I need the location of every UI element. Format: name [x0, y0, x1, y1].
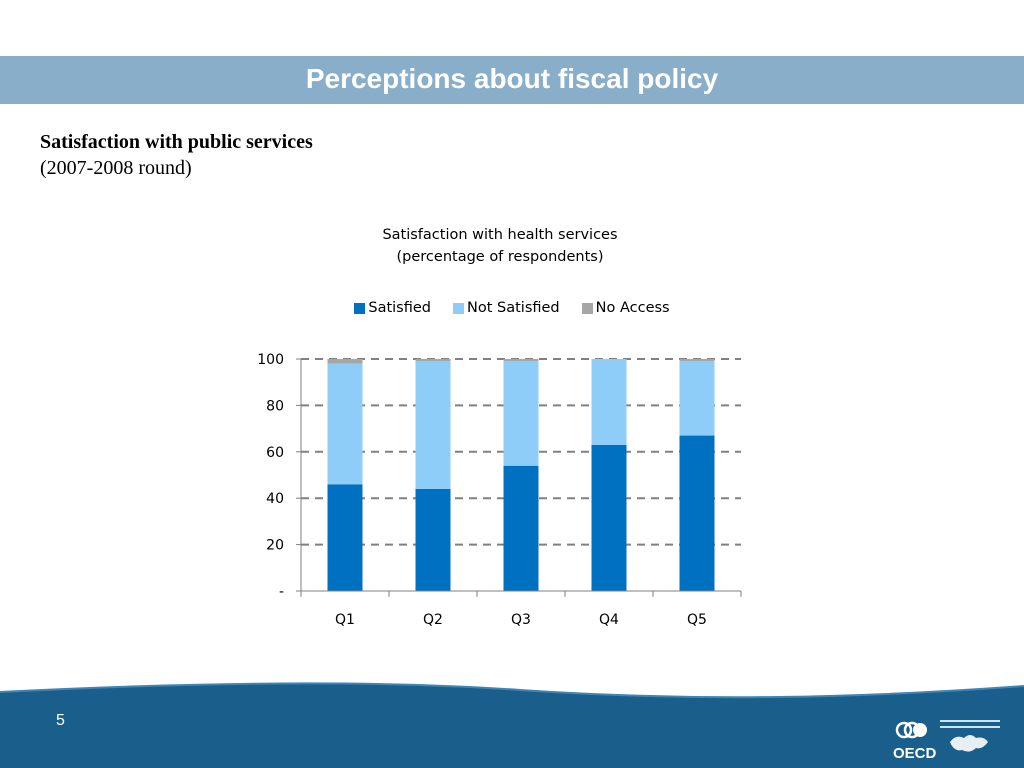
subtitle-round: (2007-2008 round)	[40, 157, 192, 179]
chart-legend: Satisfied Not Satisfied No Access	[0, 300, 1024, 316]
x-tick-label: Q5	[687, 612, 707, 628]
oecd-logo: OECD	[893, 720, 1000, 762]
bar-not-satisfied-q4	[591, 359, 627, 445]
x-tick-label: Q2	[423, 612, 443, 628]
bar-no-access-q2	[415, 359, 451, 362]
legend-swatch-no-access	[581, 302, 593, 314]
y-tick-label: 60	[266, 445, 284, 461]
subtitle-heading: Satisfaction with public services	[40, 131, 313, 153]
legend-label-no-access: No Access	[595, 300, 670, 316]
bar-satisfied-q1	[327, 484, 363, 591]
bar-no-access-q5	[679, 359, 715, 362]
bar-not-satisfied-q3	[503, 361, 539, 466]
chart-title-block: Satisfaction with health services (perce…	[250, 224, 750, 268]
page-number: 5	[56, 712, 65, 729]
legend-label-not-satisfied: Not Satisfied	[467, 300, 560, 316]
bar-no-access-q3	[503, 359, 539, 362]
x-tick-label: Q4	[599, 612, 619, 628]
legend-item-satisfied: Satisfied	[354, 300, 431, 316]
chart-title: Satisfaction with health services	[382, 227, 618, 243]
x-tick-label: Q3	[511, 612, 531, 628]
legend-swatch-not-satisfied	[453, 302, 464, 314]
legend-swatch-satisfied	[354, 302, 366, 314]
bar-not-satisfied-q1	[327, 363, 363, 485]
title-bar: Perceptions about fiscal policy	[0, 56, 1024, 104]
chart-subtitle: (percentage of respondents)	[396, 249, 604, 265]
bar-satisfied-q4	[591, 444, 627, 591]
legend-item-not-satisfied: Not Satisfied	[453, 300, 560, 316]
y-tick-label: 80	[266, 398, 284, 414]
y-tick-label: -	[279, 584, 284, 600]
legend-label-satisfied: Satisfied	[368, 300, 431, 316]
bar-satisfied-q2	[415, 488, 451, 591]
footer-band	[0, 682, 1024, 768]
y-tick-label: 40	[266, 491, 284, 507]
slide-subtitle: Satisfaction with public services (2007-…	[40, 129, 313, 181]
bar-not-satisfied-q2	[415, 361, 451, 489]
x-tick-label: Q1	[335, 612, 355, 628]
bar-not-satisfied-q5	[679, 361, 715, 436]
y-tick-label: 20	[266, 538, 284, 554]
slide-title: Perceptions about fiscal policy	[305, 63, 719, 94]
y-tick-label: 100	[257, 352, 284, 368]
bar-no-access-q1	[327, 359, 363, 364]
legend-item-no-access: No Access	[581, 300, 670, 316]
bar-satisfied-q5	[679, 435, 715, 591]
logo-text: OECD	[893, 745, 937, 762]
bar-satisfied-q3	[503, 465, 539, 591]
